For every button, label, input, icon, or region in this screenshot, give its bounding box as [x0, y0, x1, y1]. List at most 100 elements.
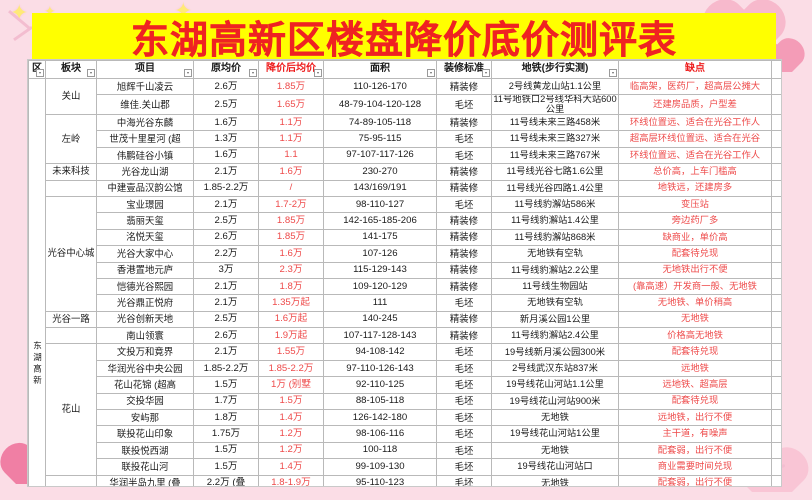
reduced-price-cell: 1.85万	[258, 77, 324, 96]
project-name-cell: 中建壹品汉韵公馆	[96, 179, 194, 197]
cons-cell: 环线位置远、适合在光谷工作人	[618, 146, 772, 165]
project-name-cell: 伟鹏硅谷小镇	[96, 146, 194, 165]
table-row[interactable]: 光谷鼎正悦府2.1万1.35万起111毛坯无地铁有空轨无地铁、单价稍高双公园环绕…	[29, 294, 781, 312]
table-row[interactable]: 世茂十里星河 (超 1.3万 1.1万 75-95-115 毛坯 11号线未来三路327米…	[29, 130, 781, 148]
reduced-price-cell: /	[258, 179, 324, 197]
table-row[interactable]: 维佳.关山郡 2.5万 1.65万 48-79-104-120-128 毛坯 11号地铁口…	[29, 94, 781, 115]
decoration-standard-cell: 精装修	[436, 77, 492, 96]
area-cell: 94-108-142	[323, 343, 437, 361]
reduced-price-cell: 1.4万	[258, 409, 324, 427]
plate-cell	[45, 327, 97, 345]
area-cell: 230-270	[323, 163, 437, 181]
cons-cell: 无地铁	[618, 310, 772, 329]
area-cell: 75-95-115	[323, 130, 437, 148]
cons-cell: 地铁远，还建房多	[618, 179, 772, 197]
filter-dropdown-icon[interactable]: ▾	[249, 69, 257, 77]
filter-dropdown-icon[interactable]: ▾	[36, 69, 44, 77]
cons-cell: 变压站	[618, 195, 772, 214]
table-row[interactable]: 光谷大家中心2.2万1.6万107-126精装修无地铁有空轨配套待兑现商业配套齐…	[29, 245, 781, 263]
pros-cell: 近地铁，自带商业体	[771, 130, 781, 148]
table-row[interactable]: 花山 文投万和竟界 2.1万 1.55万 94-108-142 毛坯 19号线新月溪公园30…	[29, 343, 781, 476]
table-row[interactable]: 华润半岛九里 (叠 2.2万 (叠 1.8-1.9万 95-110-123 毛坯 无地铁配…	[29, 474, 781, 486]
cons-cell: 环线位置远、适合在光谷工作人	[618, 113, 772, 132]
table-row[interactable]: 左岭 中海光谷东麟 1.6万 1.1万 74-89-105-118 精装修 11号线未来三路…	[29, 113, 781, 165]
column-header-region[interactable]: 区▾	[28, 60, 46, 79]
project-name-cell: 光谷大家中心	[96, 245, 194, 263]
original-price-cell: 2.2万	[193, 245, 259, 263]
metro-distance-cell: 19号线花山河站1.1公里	[491, 376, 619, 394]
decoration-standard-cell: 精装修	[436, 212, 492, 230]
metro-distance-cell: 11号线未来三路767米	[491, 146, 619, 165]
column-header-pros[interactable]: 卖点	[771, 60, 781, 79]
original-price-cell: 2.1万	[193, 163, 259, 181]
filter-dropdown-icon[interactable]: ▾	[87, 69, 95, 77]
table-row[interactable]: 花山花锦 (超高 1.5万 1万 (别墅 92-110-125 毛坯 19号线花山河站1.…	[29, 376, 781, 394]
metro-distance-cell: 11号线豹澥站1.4公里	[491, 212, 619, 230]
table-row[interactable]: 翡丽天玺 2.5万 1.85万 142-165-185-206 精装修 11号线豹澥站1.…	[29, 212, 781, 230]
table-row[interactable]: 华润光谷中央公园 1.85-2.2万 1.85-2.2万 97-110-126-143…	[29, 359, 781, 378]
cons-cell: 配套待兑现	[618, 392, 772, 411]
column-header-area[interactable]: 面积 ▾	[323, 60, 437, 79]
cons-cell: 远地铁，出行不便	[618, 409, 772, 427]
cons-cell: 配套待兑现	[618, 343, 772, 361]
cons-cell: 远地铁、超高层	[618, 376, 772, 394]
filter-dropdown-icon[interactable]: ▾	[609, 69, 617, 77]
reduced-price-cell: 1.2万	[258, 441, 324, 460]
table-row[interactable]: 光谷中心城 宝业璟园 2.1万 1.7-2万 98-110-127 毛坯 11号线豹澥站58…	[29, 195, 781, 312]
decoration-standard-cell: 精装修	[436, 163, 492, 181]
table-row[interactable]: 未来科技 光谷龙山湖 2.1万 1.6万 230-270 精装修 11号线光谷七路1.6公里…	[29, 163, 781, 181]
table-row[interactable]: 东湖高新 关山 旭辉千山凌云 2.6万 1.85万 110-126-170 精装修 2号线黄龙…	[28, 77, 781, 486]
decoration-standard-cell: 毛坯	[436, 441, 492, 460]
original-price-cell: 2.1万	[193, 277, 259, 296]
table-row[interactable]: 南山领寰 2.6万 1.9万起 107-117-128-143 精装修 11号线豹澥站2.…	[29, 327, 781, 345]
project-name-cell: 联投悦西湖	[96, 441, 194, 460]
sparkle-stroke-1	[8, 9, 30, 30]
decoration-standard-cell: 毛坯	[436, 94, 492, 115]
table-row[interactable]: 交投华园 1.7万 1.5万 88-105-118 毛坯 19号线花山河站900米 配套待兑…	[29, 392, 781, 411]
project-name-cell: 翡丽天玺	[96, 212, 194, 230]
region-cell: 东湖高新	[28, 78, 46, 486]
filter-dropdown-icon[interactable]: ▾	[314, 69, 322, 77]
original-price-cell: 2.6万	[193, 77, 259, 96]
pros-cell: 品质改善	[771, 212, 781, 230]
filter-dropdown-icon[interactable]: ▾	[482, 69, 490, 77]
table-row[interactable]: 恺德光谷熙园 2.1万 1.8万 109-120-129 精装修 11号线生物园站 (靠高速…	[29, 277, 781, 296]
reduced-price-cell: 1万 (别墅	[258, 376, 324, 394]
project-name-cell: 华润光谷中央公园	[96, 359, 194, 378]
pros-cell: 商业配套齐全，高品质	[771, 245, 781, 263]
plate-cell: 光谷一路	[45, 310, 97, 329]
table-row[interactable]: 安屿那1.8万1.4万126-142-180毛坯无地铁远地铁，出行不便湖景房，改…	[29, 409, 781, 427]
filter-dropdown-icon[interactable]: ▾	[184, 69, 192, 77]
table-row[interactable]: 洺悦天玺 2.6万 1.85万 141-175 精装修 11号线豹澥站868米 缺商业，单价…	[29, 228, 781, 247]
filter-dropdown-icon[interactable]: ▾	[427, 69, 435, 77]
table-row[interactable]: 中建壹品汉韵公馆 1.85-2.2万/143/169/191 精装修 11号线光谷四路…	[29, 179, 781, 197]
column-header-plate[interactable]: 板块 ▾	[45, 60, 97, 79]
pros-cell: 国企打造，品质精装，小高层	[771, 310, 781, 329]
column-header-new_price[interactable]: 降价后均价 ▾	[258, 60, 324, 79]
table-row[interactable]: 香港置地元庐 3万 2.3万 115-129-143 精装修 11号线豹澥站2.2公里 无地…	[29, 261, 781, 279]
plate-cell	[45, 474, 97, 486]
column-header-deco[interactable]: 装修标准 ▾	[436, 60, 492, 79]
column-header-project[interactable]: 项目 ▾	[96, 60, 194, 79]
header-row: 区▾板块▾项目▾原均价▾降价后均价▾面积▾装修标准▾地铁(步行实测)▾缺点卖点	[28, 60, 781, 79]
pros-cell: 德系精装，高端品质	[771, 77, 781, 96]
metro-distance-cell: 11号线生物园站	[491, 277, 619, 296]
table-row[interactable]: 伟鹏硅谷小镇 1.6万 1.1 97-107-117-126 毛坯 11号线未来三路767…	[29, 146, 781, 165]
reduced-price-cell: 1.1	[258, 146, 324, 165]
table-row[interactable]: 联投花山印象 1.75万 1.2万 98-106-116 毛坯 19号线花山河站1公里 主干…	[29, 425, 781, 443]
plate-cell: 光谷中心城	[45, 195, 97, 312]
column-header-orig_price[interactable]: 原均价 ▾	[193, 60, 259, 79]
area-cell: 109-120-129	[323, 277, 437, 296]
table-row[interactable]: 光谷一路 光谷创新天地 2.5万 1.6万起 140-245 精装修 新月溪公园1公里 无地铁…	[29, 310, 781, 329]
table-row[interactable]: 联投花山河 1.5万 1.4万 99-109-130 毛坯 19号线花山河站口 商业需要时间…	[29, 458, 781, 476]
pros-cell: 万科物业，名校旁，集中供	[771, 146, 781, 165]
column-header-metro[interactable]: 地铁(步行实测) ▾	[491, 60, 619, 79]
decoration-standard-cell: 精装修	[436, 327, 492, 345]
cons-cell: 旁边药厂多	[618, 212, 772, 230]
pros-cell: 品质楼盘容积率低	[771, 359, 781, 378]
spreadsheet-container[interactable]: 区▾板块▾项目▾原均价▾降价后均价▾面积▾装修标准▾地铁(步行实测)▾缺点卖点 …	[27, 59, 782, 487]
column-header-cons[interactable]: 缺点	[618, 60, 772, 79]
plate-cell: 关山	[45, 78, 97, 115]
plate-cell	[45, 179, 97, 197]
